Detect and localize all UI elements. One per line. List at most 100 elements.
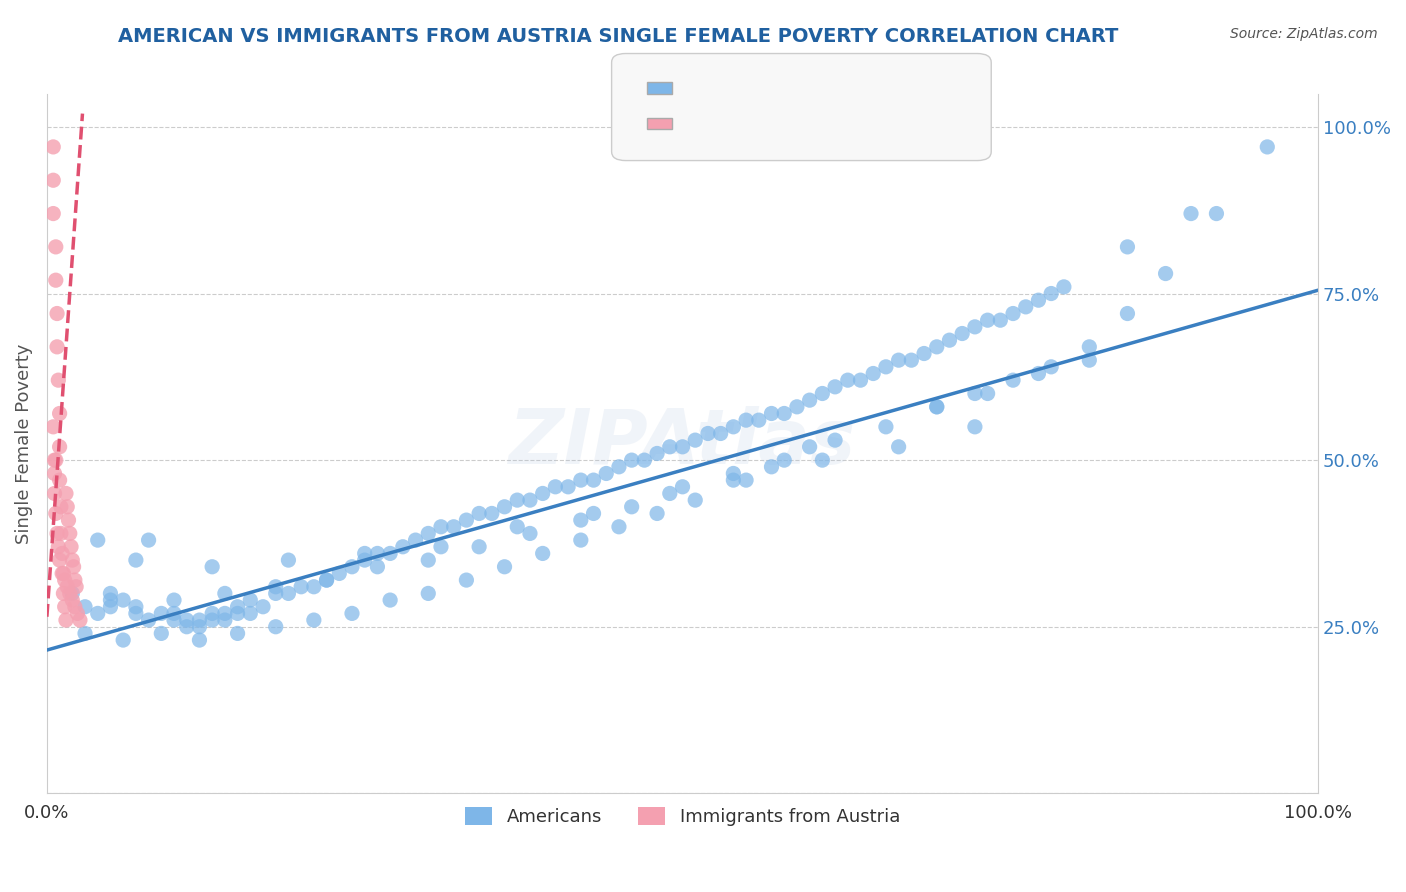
Point: [264, 620, 287, 634]
Point: [53, 599, 76, 614]
Point: [59, 526, 82, 541]
Point: [799, 393, 821, 408]
Point: [315, 573, 337, 587]
Point: [65, 580, 87, 594]
Point: [683, 493, 706, 508]
Point: [392, 540, 415, 554]
Point: [786, 400, 808, 414]
Point: [353, 553, 375, 567]
Point: [633, 453, 655, 467]
Point: [645, 446, 668, 460]
Point: [42, 140, 65, 154]
Point: [48, 553, 70, 567]
Point: [658, 486, 681, 500]
Point: [443, 520, 465, 534]
Point: [163, 613, 186, 627]
Point: [824, 380, 846, 394]
Point: [315, 573, 337, 587]
Point: [214, 586, 236, 600]
Point: [150, 607, 173, 621]
Point: [418, 526, 440, 541]
Point: [87, 533, 110, 548]
Point: [1078, 353, 1101, 368]
Legend: Americans, Immigrants from Austria: Americans, Immigrants from Austria: [458, 799, 907, 833]
Point: [49, 526, 72, 541]
Point: [63, 599, 86, 614]
Point: [48, 473, 70, 487]
Point: [201, 559, 224, 574]
Point: [239, 607, 262, 621]
Point: [418, 586, 440, 600]
Point: [100, 599, 122, 614]
Point: [226, 607, 249, 621]
Point: [52, 586, 75, 600]
Point: [56, 500, 79, 514]
Point: [45, 240, 67, 254]
Point: [46, 340, 69, 354]
Point: [710, 426, 733, 441]
Point: [252, 599, 274, 614]
Point: [176, 620, 198, 634]
Point: [239, 593, 262, 607]
Point: [519, 493, 541, 508]
Point: [430, 520, 453, 534]
Point: [264, 580, 287, 594]
Point: [683, 433, 706, 447]
Point: [378, 593, 401, 607]
Point: [125, 607, 148, 621]
Point: [950, 326, 973, 341]
Point: [125, 553, 148, 567]
Point: [748, 413, 770, 427]
Point: [46, 306, 69, 320]
Point: [45, 507, 67, 521]
Point: [963, 319, 986, 334]
Point: [620, 453, 643, 467]
Text: N =  44: N = 44: [830, 113, 898, 131]
Point: [45, 453, 67, 467]
Point: [531, 486, 554, 500]
Point: [1040, 359, 1063, 374]
Point: [112, 633, 135, 648]
Point: [163, 593, 186, 607]
Point: [264, 586, 287, 600]
Point: [60, 553, 83, 567]
Point: [100, 593, 122, 607]
Point: [378, 546, 401, 560]
Point: [48, 407, 70, 421]
Point: [60, 593, 83, 607]
Point: [761, 407, 783, 421]
Point: [468, 507, 491, 521]
Point: [925, 400, 948, 414]
Point: [671, 480, 693, 494]
Point: [557, 480, 579, 494]
Point: [46, 540, 69, 554]
Point: [531, 546, 554, 560]
Text: N = 152: N = 152: [830, 78, 904, 95]
Point: [188, 613, 211, 627]
Point: [366, 559, 388, 574]
Text: Source: ZipAtlas.com: Source: ZipAtlas.com: [1230, 27, 1378, 41]
Point: [52, 566, 75, 581]
Point: [55, 613, 77, 627]
Point: [506, 493, 529, 508]
Point: [226, 626, 249, 640]
Point: [925, 400, 948, 414]
Point: [42, 419, 65, 434]
Point: [418, 553, 440, 567]
Point: [1180, 206, 1202, 220]
Point: [49, 500, 72, 514]
Point: [1205, 206, 1227, 220]
Point: [938, 333, 960, 347]
Point: [405, 533, 427, 548]
Point: [46, 526, 69, 541]
Text: R = 0.639: R = 0.639: [685, 78, 775, 95]
Point: [963, 419, 986, 434]
Y-axis label: Single Female Poverty: Single Female Poverty: [15, 343, 32, 543]
Point: [875, 419, 897, 434]
Point: [1002, 306, 1025, 320]
Point: [875, 359, 897, 374]
Point: [188, 633, 211, 648]
Point: [658, 440, 681, 454]
Point: [188, 620, 211, 634]
Point: [44, 486, 66, 500]
